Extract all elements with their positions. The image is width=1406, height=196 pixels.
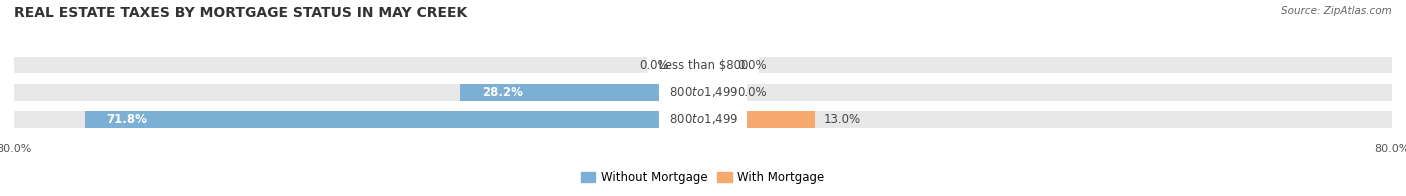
Bar	[678, 57, 703, 74]
Bar	[14, 57, 1392, 74]
Text: $800 to $1,499: $800 to $1,499	[662, 85, 744, 99]
Text: 28.2%: 28.2%	[482, 86, 523, 99]
Bar	[703, 57, 728, 74]
Text: 71.8%: 71.8%	[107, 113, 148, 126]
Bar	[14, 84, 1392, 101]
Text: Less than $800: Less than $800	[651, 59, 755, 72]
Bar	[703, 84, 728, 101]
Text: 0.0%: 0.0%	[738, 59, 768, 72]
Bar	[84, 111, 703, 128]
Bar	[460, 84, 703, 101]
Text: 0.0%: 0.0%	[738, 86, 768, 99]
Text: Source: ZipAtlas.com: Source: ZipAtlas.com	[1281, 6, 1392, 16]
Text: 13.0%: 13.0%	[824, 113, 860, 126]
Text: $800 to $1,499: $800 to $1,499	[662, 112, 744, 126]
Bar	[703, 111, 815, 128]
Text: 0.0%: 0.0%	[638, 59, 669, 72]
Text: REAL ESTATE TAXES BY MORTGAGE STATUS IN MAY CREEK: REAL ESTATE TAXES BY MORTGAGE STATUS IN …	[14, 6, 467, 20]
Legend: Without Mortgage, With Mortgage: Without Mortgage, With Mortgage	[576, 167, 830, 189]
Bar	[14, 111, 1392, 128]
